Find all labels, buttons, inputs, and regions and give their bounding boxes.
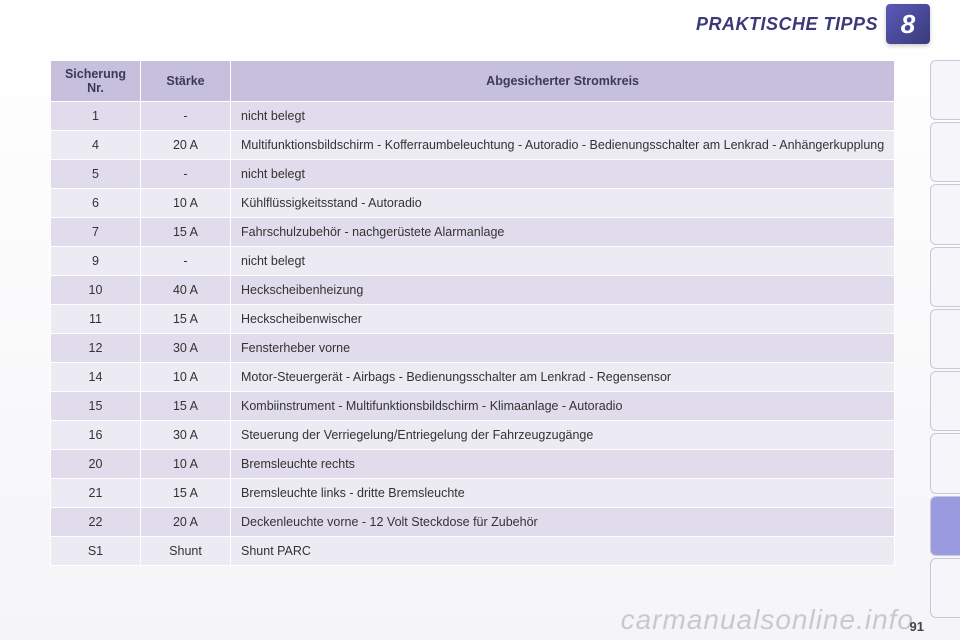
page-header: PRAKTISCHE TIPPS 8 [696, 4, 930, 44]
table-header-row: Sicherung Nr. Stärke Abgesicherter Strom… [51, 61, 895, 102]
cell-kreis: Deckenleuchte vorne - 12 Volt Steckdose … [231, 508, 895, 537]
side-tab[interactable] [930, 558, 960, 618]
side-tabs [930, 60, 960, 620]
cell-kreis: Steuerung der Verriegelung/Entriegelung … [231, 421, 895, 450]
cell-nr: 14 [51, 363, 141, 392]
side-tab[interactable] [930, 122, 960, 182]
cell-staerke: 15 A [141, 392, 231, 421]
cell-nr: 5 [51, 160, 141, 189]
side-tab[interactable] [930, 433, 960, 493]
cell-staerke: - [141, 102, 231, 131]
page-number: 91 [910, 619, 924, 634]
cell-kreis: Heckscheibenheizung [231, 276, 895, 305]
cell-kreis: nicht belegt [231, 160, 895, 189]
side-tab[interactable] [930, 309, 960, 369]
side-tab[interactable] [930, 184, 960, 244]
table-row: 2010 ABremsleuchte rechts [51, 450, 895, 479]
cell-nr: 16 [51, 421, 141, 450]
section-title: PRAKTISCHE TIPPS [696, 14, 878, 35]
cell-staerke: 15 A [141, 305, 231, 334]
table-row: 2220 ADeckenleuchte vorne - 12 Volt Stec… [51, 508, 895, 537]
cell-staerke: 30 A [141, 421, 231, 450]
cell-kreis: Fahrschulzubehör - nachgerüstete Alarman… [231, 218, 895, 247]
cell-nr: 21 [51, 479, 141, 508]
cell-nr: 10 [51, 276, 141, 305]
cell-staerke: 15 A [141, 479, 231, 508]
cell-staerke: 10 A [141, 363, 231, 392]
side-tab[interactable] [930, 247, 960, 307]
cell-kreis: Bremsleuchte rechts [231, 450, 895, 479]
cell-kreis: Bremsleuchte links - dritte Bremsleuchte [231, 479, 895, 508]
cell-staerke: - [141, 160, 231, 189]
cell-staerke: - [141, 247, 231, 276]
cell-nr: S1 [51, 537, 141, 566]
cell-nr: 4 [51, 131, 141, 160]
cell-nr: 15 [51, 392, 141, 421]
side-tab[interactable] [930, 496, 960, 556]
cell-kreis: Kühlflüssigkeitsstand - Autoradio [231, 189, 895, 218]
col-header-kreis: Abgesicherter Stromkreis [231, 61, 895, 102]
cell-kreis: nicht belegt [231, 247, 895, 276]
cell-kreis: Shunt PARC [231, 537, 895, 566]
cell-nr: 12 [51, 334, 141, 363]
table-row: 610 AKühlflüssigkeitsstand - Autoradio [51, 189, 895, 218]
table-row: 1-nicht belegt [51, 102, 895, 131]
table-row: 1515 AKombiinstrument - Multifunktionsbi… [51, 392, 895, 421]
table-row: 1410 AMotor-Steuergerät - Airbags - Bedi… [51, 363, 895, 392]
chapter-badge: 8 [886, 4, 930, 44]
cell-staerke: Shunt [141, 537, 231, 566]
cell-nr: 6 [51, 189, 141, 218]
side-tab[interactable] [930, 371, 960, 431]
cell-nr: 1 [51, 102, 141, 131]
cell-staerke: 20 A [141, 508, 231, 537]
cell-kreis: Kombiinstrument - Multifunktionsbildschi… [231, 392, 895, 421]
cell-staerke: 10 A [141, 189, 231, 218]
cell-kreis: Multifunktionsbildschirm - Kofferraumbel… [231, 131, 895, 160]
cell-nr: 22 [51, 508, 141, 537]
table-row: 1630 ASteuerung der Verriegelung/Entrieg… [51, 421, 895, 450]
cell-kreis: nicht belegt [231, 102, 895, 131]
col-header-staerke: Stärke [141, 61, 231, 102]
cell-nr: 20 [51, 450, 141, 479]
cell-staerke: 30 A [141, 334, 231, 363]
table-row: S1ShuntShunt PARC [51, 537, 895, 566]
side-tab[interactable] [930, 60, 960, 120]
cell-staerke: 40 A [141, 276, 231, 305]
cell-staerke: 20 A [141, 131, 231, 160]
table-row: 1230 AFensterheber vorne [51, 334, 895, 363]
fuse-table: Sicherung Nr. Stärke Abgesicherter Strom… [50, 60, 895, 566]
table-row: 1115 AHeckscheibenwischer [51, 305, 895, 334]
table-row: 9-nicht belegt [51, 247, 895, 276]
table-row: 420 AMultifunktionsbildschirm - Kofferra… [51, 131, 895, 160]
cell-staerke: 15 A [141, 218, 231, 247]
col-header-nr: Sicherung Nr. [51, 61, 141, 102]
table-row: 5-nicht belegt [51, 160, 895, 189]
cell-nr: 11 [51, 305, 141, 334]
cell-kreis: Fensterheber vorne [231, 334, 895, 363]
cell-kreis: Heckscheibenwischer [231, 305, 895, 334]
table-row: 2115 ABremsleuchte links - dritte Bremsl… [51, 479, 895, 508]
cell-staerke: 10 A [141, 450, 231, 479]
cell-nr: 7 [51, 218, 141, 247]
cell-kreis: Motor-Steuergerät - Airbags - Bedienungs… [231, 363, 895, 392]
table-row: 715 AFahrschulzubehör - nachgerüstete Al… [51, 218, 895, 247]
cell-nr: 9 [51, 247, 141, 276]
table-row: 1040 AHeckscheibenheizung [51, 276, 895, 305]
